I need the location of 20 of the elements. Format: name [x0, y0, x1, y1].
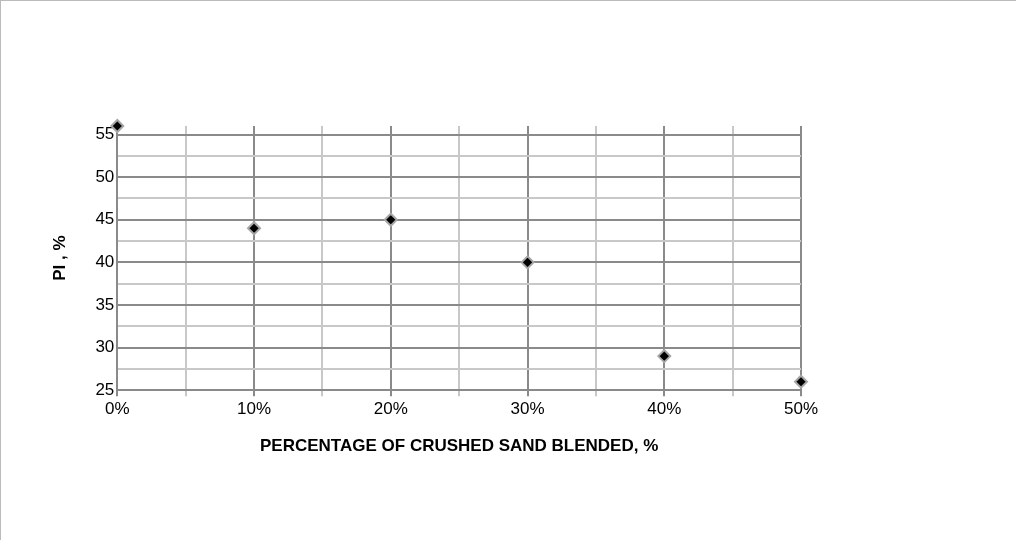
point	[520, 255, 535, 270]
x-tick-label: 10%	[237, 399, 272, 419]
point	[247, 221, 262, 236]
x-tick-label: 40%	[647, 399, 682, 419]
y-tick-label: 40	[95, 252, 115, 272]
x-tick-label: 20%	[373, 399, 408, 419]
y-axis-title: PI , %	[49, 235, 69, 281]
y-tick-label: 35	[95, 294, 115, 314]
y-tick-label: 55	[95, 124, 115, 144]
point	[657, 349, 672, 364]
x-tick-label: 0%	[105, 399, 130, 419]
y-tick-label: 50	[95, 166, 115, 186]
x-tick-label: 50%	[783, 399, 819, 419]
x-axis-title: PERCENTAGE OF CRUSHED SAND BLENDED, %	[260, 436, 659, 456]
y-tick-label: 25	[95, 379, 115, 399]
point	[383, 212, 398, 227]
x-tick-label: 30%	[510, 399, 545, 419]
y-tick-label: 45	[95, 209, 115, 229]
point	[794, 374, 808, 389]
y-tick-label: 30	[95, 337, 115, 357]
